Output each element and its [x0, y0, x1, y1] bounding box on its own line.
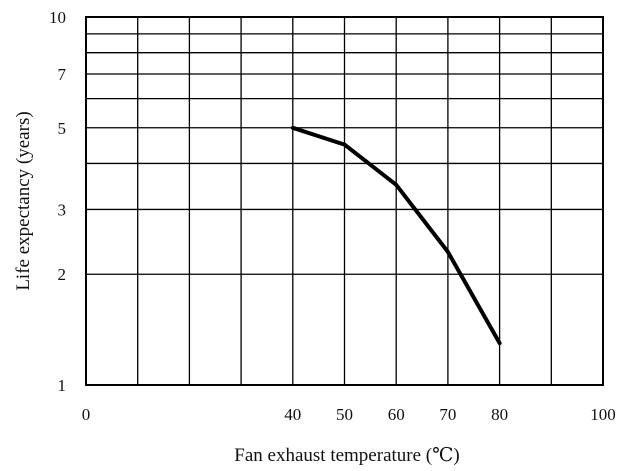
series-layer	[290, 125, 502, 346]
y-tick-label: 10	[49, 8, 66, 27]
y-tick-label: 2	[58, 265, 67, 284]
x-axis-title: Fan exhaust temperature (℃)	[234, 445, 459, 466]
y-tick-label: 3	[58, 200, 67, 219]
data-point	[291, 126, 295, 130]
grid	[85, 16, 604, 386]
x-axis-ticks: 0 40 50 60 70 80 100	[82, 405, 616, 424]
x-tick-label: 40	[284, 405, 301, 424]
x-tick-label: 100	[590, 405, 616, 424]
x-tick-label: 80	[491, 405, 508, 424]
y-axis-ticks: 1 2 3 5 7 10	[49, 8, 67, 395]
data-point	[343, 143, 346, 147]
data-point	[394, 183, 398, 187]
y-tick-label: 1	[58, 376, 67, 395]
data-point	[498, 341, 502, 345]
x-tick-label: 50	[336, 405, 353, 424]
plot-frame	[85, 16, 604, 386]
y-axis-title: Life expectancy (years)	[13, 111, 34, 290]
x-tick-label: 70	[439, 405, 456, 424]
y-tick-label: 7	[58, 65, 67, 84]
y-tick-label: 5	[58, 119, 67, 138]
x-tick-label: 0	[82, 405, 91, 424]
x-tick-label: 60	[388, 405, 405, 424]
data-point	[446, 250, 450, 254]
